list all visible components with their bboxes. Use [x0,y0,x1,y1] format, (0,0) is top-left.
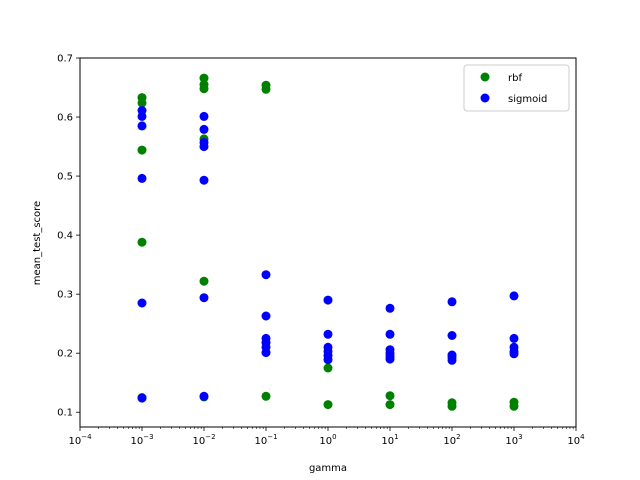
y-axis-label: mean_test_score [32,201,43,285]
data-point-rbf [199,84,209,94]
legend-label-sigmoid: sigmoid [508,94,547,105]
x-tick-label: 100 [319,433,336,447]
x-tick-label: 10−4 [68,433,92,447]
legend-label-rbf: rbf [508,73,522,84]
data-point-sigmoid [199,293,209,303]
data-point-sigmoid [199,142,209,152]
data-point-rbf [137,145,147,155]
data-point-sigmoid [261,348,271,358]
data-point-rbf [509,401,519,411]
data-point-rbf [261,84,271,94]
x-tick-label: 10−2 [192,433,215,447]
y-tick-label: 0.1 [57,408,73,419]
y-tick-label: 0.6 [57,113,73,124]
points-layer [137,73,519,411]
data-point-sigmoid [137,173,147,183]
data-point-sigmoid [261,270,271,280]
legend: rbf sigmoid [463,64,570,112]
data-point-sigmoid [137,393,147,403]
data-point-sigmoid [199,175,209,185]
x-tick-label: 103 [505,433,522,447]
data-point-sigmoid [509,291,519,301]
data-point-rbf [199,73,209,83]
x-axis-label: gamma [309,463,347,474]
data-point-sigmoid [323,329,333,339]
data-point-sigmoid [509,333,519,343]
data-point-rbf [261,391,271,401]
y-tick-label: 0.2 [57,349,73,360]
data-point-rbf [323,400,333,410]
data-point-rbf [447,401,457,411]
x-axis-ticks: 10−4 10−3 10−2 10−1 100 101 102 103 104 [68,427,585,447]
data-point-sigmoid [137,298,147,308]
y-tick-label: 0.3 [57,290,73,301]
data-point-rbf [385,391,395,401]
y-tick-label: 0.5 [57,172,73,183]
data-point-sigmoid [199,124,209,134]
legend-marker-rbf [480,72,490,82]
x-tick-label: 102 [443,433,460,447]
data-point-rbf [137,237,147,247]
data-point-sigmoid [447,297,457,307]
y-tick-label: 0.4 [57,231,73,242]
x-tick-label: 10−1 [254,433,277,447]
y-axis-ticks: 0.1 0.2 0.3 0.4 0.5 0.6 0.7 [57,54,80,419]
legend-frame [463,64,570,112]
data-point-rbf [323,363,333,373]
data-point-sigmoid [199,391,209,401]
data-point-sigmoid [385,354,395,364]
data-point-sigmoid [447,355,457,365]
data-point-sigmoid [509,349,519,359]
data-point-sigmoid [447,331,457,340]
data-point-sigmoid [137,111,147,121]
data-point-sigmoid [385,329,395,339]
data-point-rbf [137,98,147,108]
data-point-rbf [385,400,395,410]
data-point-sigmoid [137,121,147,131]
data-point-sigmoid [199,111,209,121]
data-point-rbf [199,276,209,286]
data-point-sigmoid [261,311,271,321]
y-tick-label: 0.7 [57,54,73,65]
data-point-sigmoid [323,295,333,305]
data-point-sigmoid [385,303,395,313]
data-point-sigmoid [323,355,333,365]
x-tick-label: 10−3 [130,433,153,447]
x-tick-label: 104 [567,433,585,447]
legend-marker-sigmoid [480,93,490,103]
x-tick-label: 101 [381,433,398,447]
